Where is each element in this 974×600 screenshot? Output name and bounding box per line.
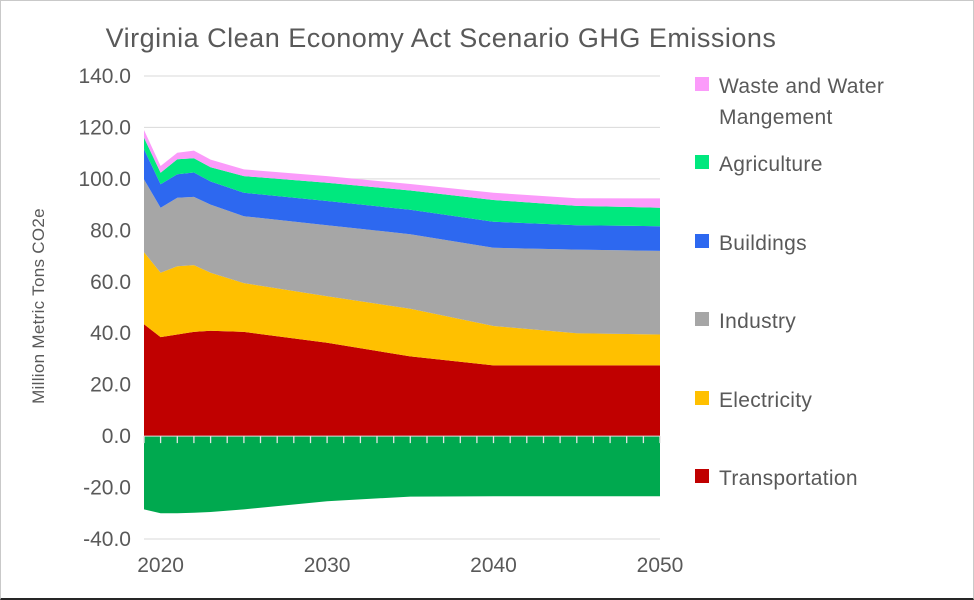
legend-swatch-icon [695,77,709,91]
legend-label: Waste and Water Mangement [719,75,885,129]
area-transportation [144,324,660,437]
chart-title: Virginia Clean Economy Act Scenario GHG … [105,23,777,53]
legend-label: Industry [719,310,797,333]
legend-label: Electricity [719,389,813,412]
x-tick-label: 2040 [470,554,517,577]
y-tick-label: 20.0 [90,374,131,397]
area-industry [144,179,660,335]
area-buildings [144,149,660,251]
legend-label: Buildings [719,232,807,255]
legend-item-transportation: Transportation [695,463,858,494]
legend-item-agriculture: Agriculture [695,149,823,180]
legend-swatch-icon [695,391,709,405]
area-agriculture [144,137,660,227]
legend-label: Transportation [719,467,858,490]
y-tick-label: 0.0 [102,425,131,448]
area-waste-and-water-mangement [144,130,660,208]
legend: Waste and Water Mangement Agriculture Buil… [695,1,971,598]
y-tick-label: 140.0 [78,65,131,88]
y-tick-label: 120.0 [78,116,131,139]
legend-item-waste-and-water-mangement: Waste and Water Mangement [695,71,884,133]
legend-label: Agriculture [719,153,823,176]
legend-item-electricity: Electricity [695,385,812,416]
area-electricity [144,252,660,366]
y-tick-label: -20.0 [83,477,131,500]
y-tick-label: 40.0 [90,322,131,345]
x-tick-label: 2050 [637,554,684,577]
y-axis-title: Million Metric Tons CO2e [29,208,48,404]
legend-item-industry: Industry [695,306,796,337]
y-tick-label: -40.0 [83,528,131,551]
x-tick-label: 2030 [304,554,351,577]
legend-swatch-icon [695,234,709,248]
legend-swatch-icon [695,155,709,169]
x-tick-label: 2020 [137,554,184,577]
y-tick-label: 100.0 [78,168,131,191]
area-negative-sink [144,436,660,514]
legend-swatch-icon [695,312,709,326]
legend-swatch-icon [695,469,709,483]
y-tick-label: 60.0 [90,271,131,294]
y-tick-label: 80.0 [90,219,131,242]
legend-item-buildings: Buildings [695,228,807,259]
